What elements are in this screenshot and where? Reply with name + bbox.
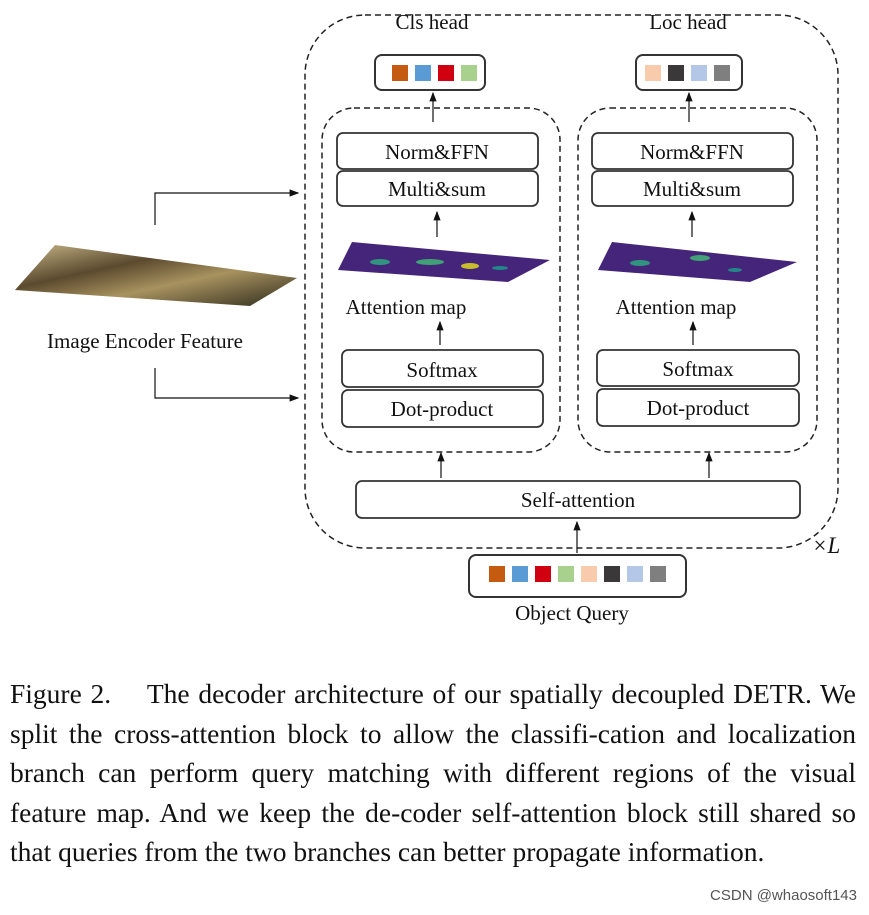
cls-multi-sum-label: Multi&sum (388, 177, 486, 201)
loc-multi-sum-label: Multi&sum (643, 177, 741, 201)
loc-norm-ffn-label: Norm&FFN (640, 140, 744, 164)
image-encoder-label: Image Encoder Feature (47, 329, 243, 353)
repeat-label: ×L (812, 533, 840, 558)
query-token (438, 65, 454, 81)
object-query-label: Object Query (515, 601, 629, 625)
cls-dot-product-label: Dot-product (391, 397, 494, 421)
cls-head-label: Cls head (396, 10, 469, 34)
loc-tokens (645, 65, 730, 81)
query-token (691, 65, 707, 81)
query-token (650, 566, 666, 582)
cls-norm-ffn-box (336, 132, 539, 170)
query-token (512, 566, 528, 582)
self-attention-box (355, 480, 801, 519)
query-token (558, 566, 574, 582)
image-encoder-feature-image (15, 245, 297, 306)
query-token (415, 65, 431, 81)
cls-tokens (392, 65, 477, 81)
query-token (627, 566, 643, 582)
watermark: CSDN @whaosoft143 (710, 887, 857, 904)
query-token (581, 566, 597, 582)
cls-attention-map-image (338, 242, 550, 282)
arrow-to-loc-branch (154, 368, 300, 402)
loc-dot-product-label: Dot-product (647, 396, 750, 420)
loc-head-box (635, 54, 743, 91)
loc-attention-map-image (598, 242, 797, 282)
query-token (535, 566, 551, 582)
cls-norm-ffn-label: Norm&FFN (385, 140, 489, 164)
decoder-diagram: Cls head Loc head ×L Norm&FFN Multi&sum … (15, 10, 840, 625)
query-token (645, 65, 661, 81)
loc-dot-product-box (596, 388, 800, 427)
query-token (714, 65, 730, 81)
cls-softmax-label: Softmax (406, 358, 478, 382)
loc-multi-sum-box (591, 170, 794, 207)
loc-softmax-label: Softmax (662, 357, 734, 381)
query-token (392, 65, 408, 81)
cls-attention-map-label: Attention map (346, 295, 467, 319)
cls-softmax-box (341, 349, 544, 388)
loc-head-label: Loc head (649, 10, 727, 34)
query-token (604, 566, 620, 582)
query-token (489, 566, 505, 582)
loc-attention-map-label: Attention map (616, 295, 737, 319)
query-token (668, 65, 684, 81)
loc-norm-ffn-box (591, 132, 794, 170)
object-query-tokens (489, 566, 666, 582)
cls-multi-sum-box (336, 170, 539, 207)
self-attention-label: Self-attention (521, 488, 636, 512)
cls-dot-product-box (341, 389, 544, 428)
figure-caption: Figure 2. The decoder architecture of ou… (10, 678, 856, 867)
loc-softmax-box (596, 349, 800, 387)
query-token (461, 65, 477, 81)
arrow-to-cls-branch (154, 189, 300, 225)
object-query-box (468, 554, 687, 598)
loc-branch-container (577, 107, 818, 453)
decoder-layer-container (304, 14, 839, 549)
